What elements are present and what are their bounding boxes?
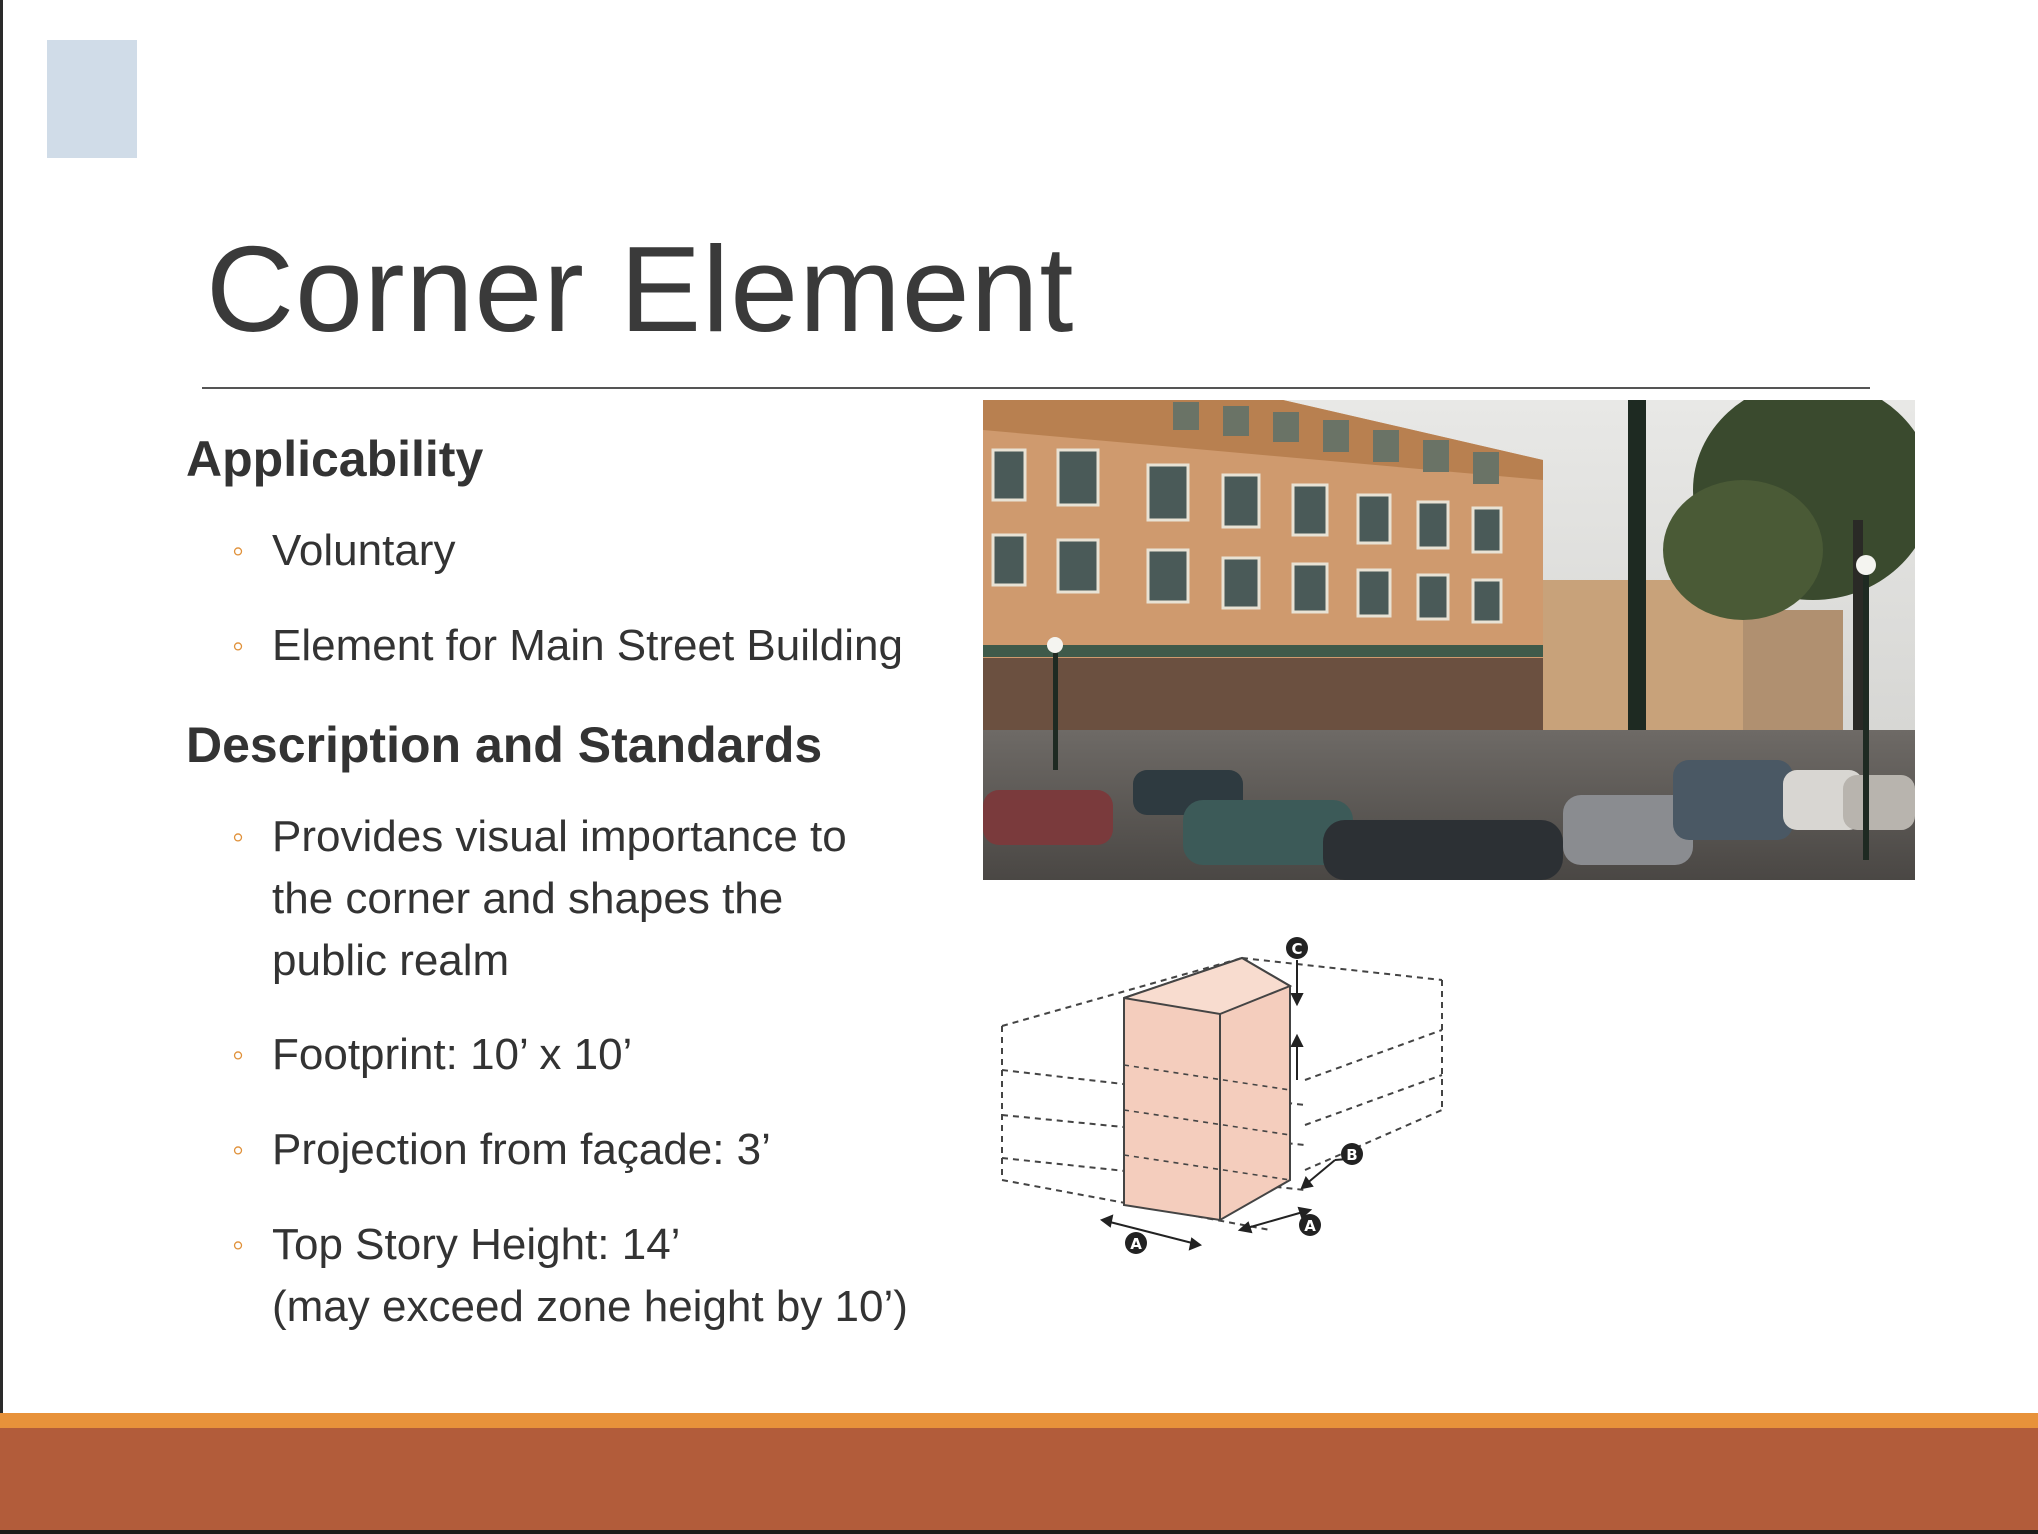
bullet-icon	[232, 1038, 254, 1060]
bullet-icon	[232, 629, 254, 651]
slide-title: Corner Element	[206, 221, 1075, 357]
list-item-line: (may exceed zone height by 10’)	[272, 1282, 908, 1331]
title-divider	[202, 387, 1870, 389]
list-item-line: the corner and shapes the	[272, 874, 784, 923]
section-heading-applicability: Applicability	[186, 431, 484, 487]
list-item: Voluntary	[272, 520, 455, 582]
bullet-icon	[232, 1228, 254, 1250]
list-item-line: Element for Main Street Building	[272, 621, 903, 670]
diagram-label-b: B	[1346, 1146, 1357, 1164]
list-item-line: Voluntary	[272, 526, 456, 575]
bullet-icon	[232, 1133, 254, 1155]
list-item: Provides visual importance to the corner…	[272, 806, 847, 992]
list-item-line: Provides visual importance to	[272, 812, 847, 861]
list-item: Element for Main Street Building	[272, 615, 903, 677]
footer-band	[0, 1428, 2038, 1530]
diagram-label-a-left: A	[1130, 1235, 1142, 1253]
slide-left-edge	[0, 0, 3, 1534]
list-item-line: Top Story Height: 14’	[272, 1220, 681, 1269]
accent-square	[47, 40, 137, 158]
list-item: Footprint: 10’ x 10’	[272, 1024, 632, 1086]
diagram-label-a-right: A	[1304, 1217, 1316, 1235]
bullet-icon	[232, 820, 254, 842]
street-photo	[983, 400, 1915, 880]
diagram-label-c: C	[1291, 940, 1302, 958]
corner-element-diagram: C B A A	[990, 930, 1460, 1260]
list-item: Top Story Height: 14’ (may exceed zone h…	[272, 1214, 908, 1338]
footer-stripe	[0, 1413, 2038, 1428]
list-item-line: public realm	[272, 936, 510, 985]
bullet-icon	[232, 534, 254, 556]
list-item-line: Projection from façade: 3’	[272, 1125, 771, 1174]
footer-edge	[0, 1530, 2038, 1534]
section-heading-description: Description and Standards	[186, 717, 823, 773]
list-item-line: Footprint: 10’ x 10’	[272, 1030, 633, 1079]
list-item: Projection from façade: 3’	[272, 1119, 771, 1181]
